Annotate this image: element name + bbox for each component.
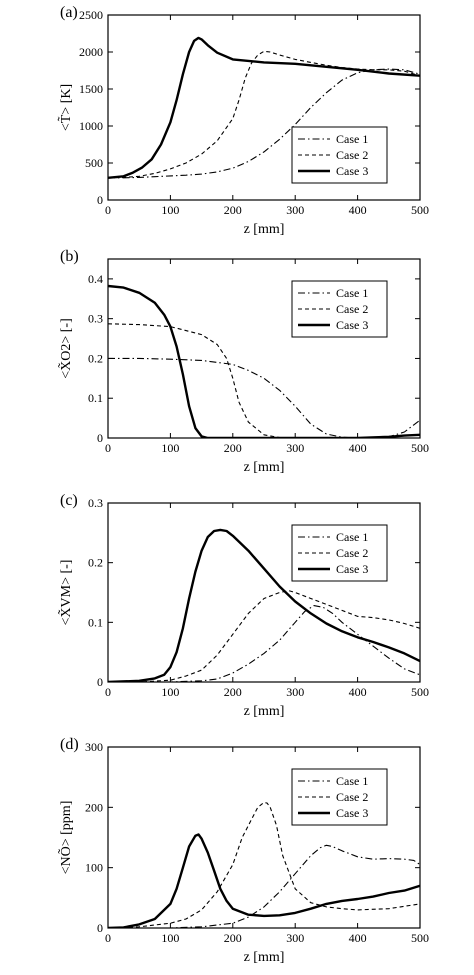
x-tick-label: 300: [286, 685, 304, 699]
x-axis-label: z [mm]: [244, 704, 285, 719]
y-tick-label: 0: [97, 921, 103, 935]
x-tick-label: 200: [224, 931, 242, 945]
x-tick-label: 100: [161, 441, 179, 455]
legend-label-case-3: Case 3: [336, 318, 368, 332]
series-line-case-1: [108, 844, 420, 928]
y-tick-label: 0: [97, 431, 103, 445]
x-tick-label: 400: [349, 441, 367, 455]
y-tick-label: 2500: [79, 8, 103, 22]
y-tick-label: 300: [85, 740, 103, 754]
y-tick-label: 100: [85, 861, 103, 875]
legend: Case 1 Case 2 Case 3: [291, 280, 388, 338]
x-tick-label: 0: [105, 441, 111, 455]
x-tick-label: 0: [105, 931, 111, 945]
legend-label-case-1: Case 1: [336, 286, 368, 300]
x-tick-label: 400: [349, 931, 367, 945]
x-tick-label: 500: [411, 685, 429, 699]
y-tick-label: 0: [97, 193, 103, 207]
y-tick-label: 0.1: [88, 615, 103, 629]
x-tick-label: 300: [286, 931, 304, 945]
legend-label-case-1: Case 1: [336, 530, 368, 544]
panel-label: (d): [60, 736, 79, 753]
plot-frame: [107, 746, 421, 929]
legend: Case 1 Case 2 Case 3: [291, 524, 388, 582]
plot-frame: [107, 14, 421, 201]
y-tick-label: 500: [85, 156, 103, 170]
y-tick-label: 0: [97, 675, 103, 689]
y-tick-label: 0.1: [88, 391, 103, 405]
y-tick-label: 0.4: [88, 272, 103, 286]
legend-label-case-2: Case 2: [336, 148, 368, 162]
y-tick-label: 0.2: [88, 556, 103, 570]
x-tick-label: 0: [105, 685, 111, 699]
x-tick-label: 200: [224, 685, 242, 699]
x-axis-label: z [mm]: [244, 460, 285, 475]
legend-label-case-1: Case 1: [336, 132, 368, 146]
plot-frame: [107, 258, 421, 439]
y-axis-label: <T̃> [K]: [57, 84, 74, 131]
y-axis-label: <X̃VM> [-]: [57, 560, 74, 626]
x-axis-label: z [mm]: [244, 222, 285, 237]
y-tick-label: 1000: [79, 119, 103, 133]
series-line-case-3: [108, 528, 420, 682]
y-axis-label: <NÕ> [ppm]: [57, 801, 74, 875]
x-tick-label: 500: [411, 203, 429, 217]
panel-1: (a) 0 100 200 300 400 500 0 500 1000 1500 2000 2500 z…: [57, 4, 429, 237]
legend-label-case-3: Case 3: [336, 806, 368, 820]
panel-2: (b) 0 100 200 300 400 500 0 0.1 0.2 0.3 0.4 z [mm] <X…: [57, 248, 429, 475]
y-tick-label: 0.2: [88, 351, 103, 365]
panel-3: (c) 0 100 200 300 400 500 0 0.1 0.2 0.3 z [mm] <X̃VM…: [57, 492, 429, 719]
series-line-case-3: [108, 833, 420, 928]
y-tick-label: 0.3: [88, 496, 103, 510]
series-line-case-1: [108, 605, 420, 682]
y-tick-label: 200: [85, 800, 103, 814]
x-tick-label: 300: [286, 203, 304, 217]
x-tick-label: 500: [411, 441, 429, 455]
x-tick-label: 300: [286, 441, 304, 455]
y-tick-label: 2000: [79, 45, 103, 59]
panel-label: (c): [60, 492, 78, 509]
series-line-case-3: [108, 36, 420, 179]
x-tick-label: 100: [161, 685, 179, 699]
legend-label-case-3: Case 3: [336, 164, 368, 178]
series-line-case-1: [108, 357, 420, 438]
y-tick-label: 1500: [79, 82, 103, 96]
legend-label-case-2: Case 2: [336, 302, 368, 316]
x-axis-label: z [mm]: [244, 950, 285, 965]
x-tick-label: 400: [349, 685, 367, 699]
y-tick-label: 0.3: [88, 312, 103, 326]
legend-label-case-2: Case 2: [336, 546, 368, 560]
x-tick-label: 200: [224, 203, 242, 217]
legend-label-case-3: Case 3: [336, 562, 368, 576]
series-line-case-2: [108, 323, 420, 438]
panel-label: (b): [60, 248, 79, 265]
y-axis-label: <X̃O2> [-]: [57, 318, 74, 379]
x-tick-label: 500: [411, 931, 429, 945]
series-line-case-2: [108, 801, 420, 928]
x-tick-label: 200: [224, 441, 242, 455]
x-tick-label: 100: [161, 931, 179, 945]
panel-label: (a): [60, 4, 78, 21]
series-line-case-2: [108, 590, 420, 682]
legend-label-case-2: Case 2: [336, 790, 368, 804]
x-tick-label: 400: [349, 203, 367, 217]
legend-label-case-1: Case 1: [336, 774, 368, 788]
x-tick-label: 0: [105, 203, 111, 217]
legend: Case 1 Case 2 Case 3: [291, 768, 388, 826]
x-tick-label: 100: [161, 203, 179, 217]
plot-frame: [107, 502, 421, 683]
legend: Case 1 Case 2 Case 3: [291, 126, 388, 184]
